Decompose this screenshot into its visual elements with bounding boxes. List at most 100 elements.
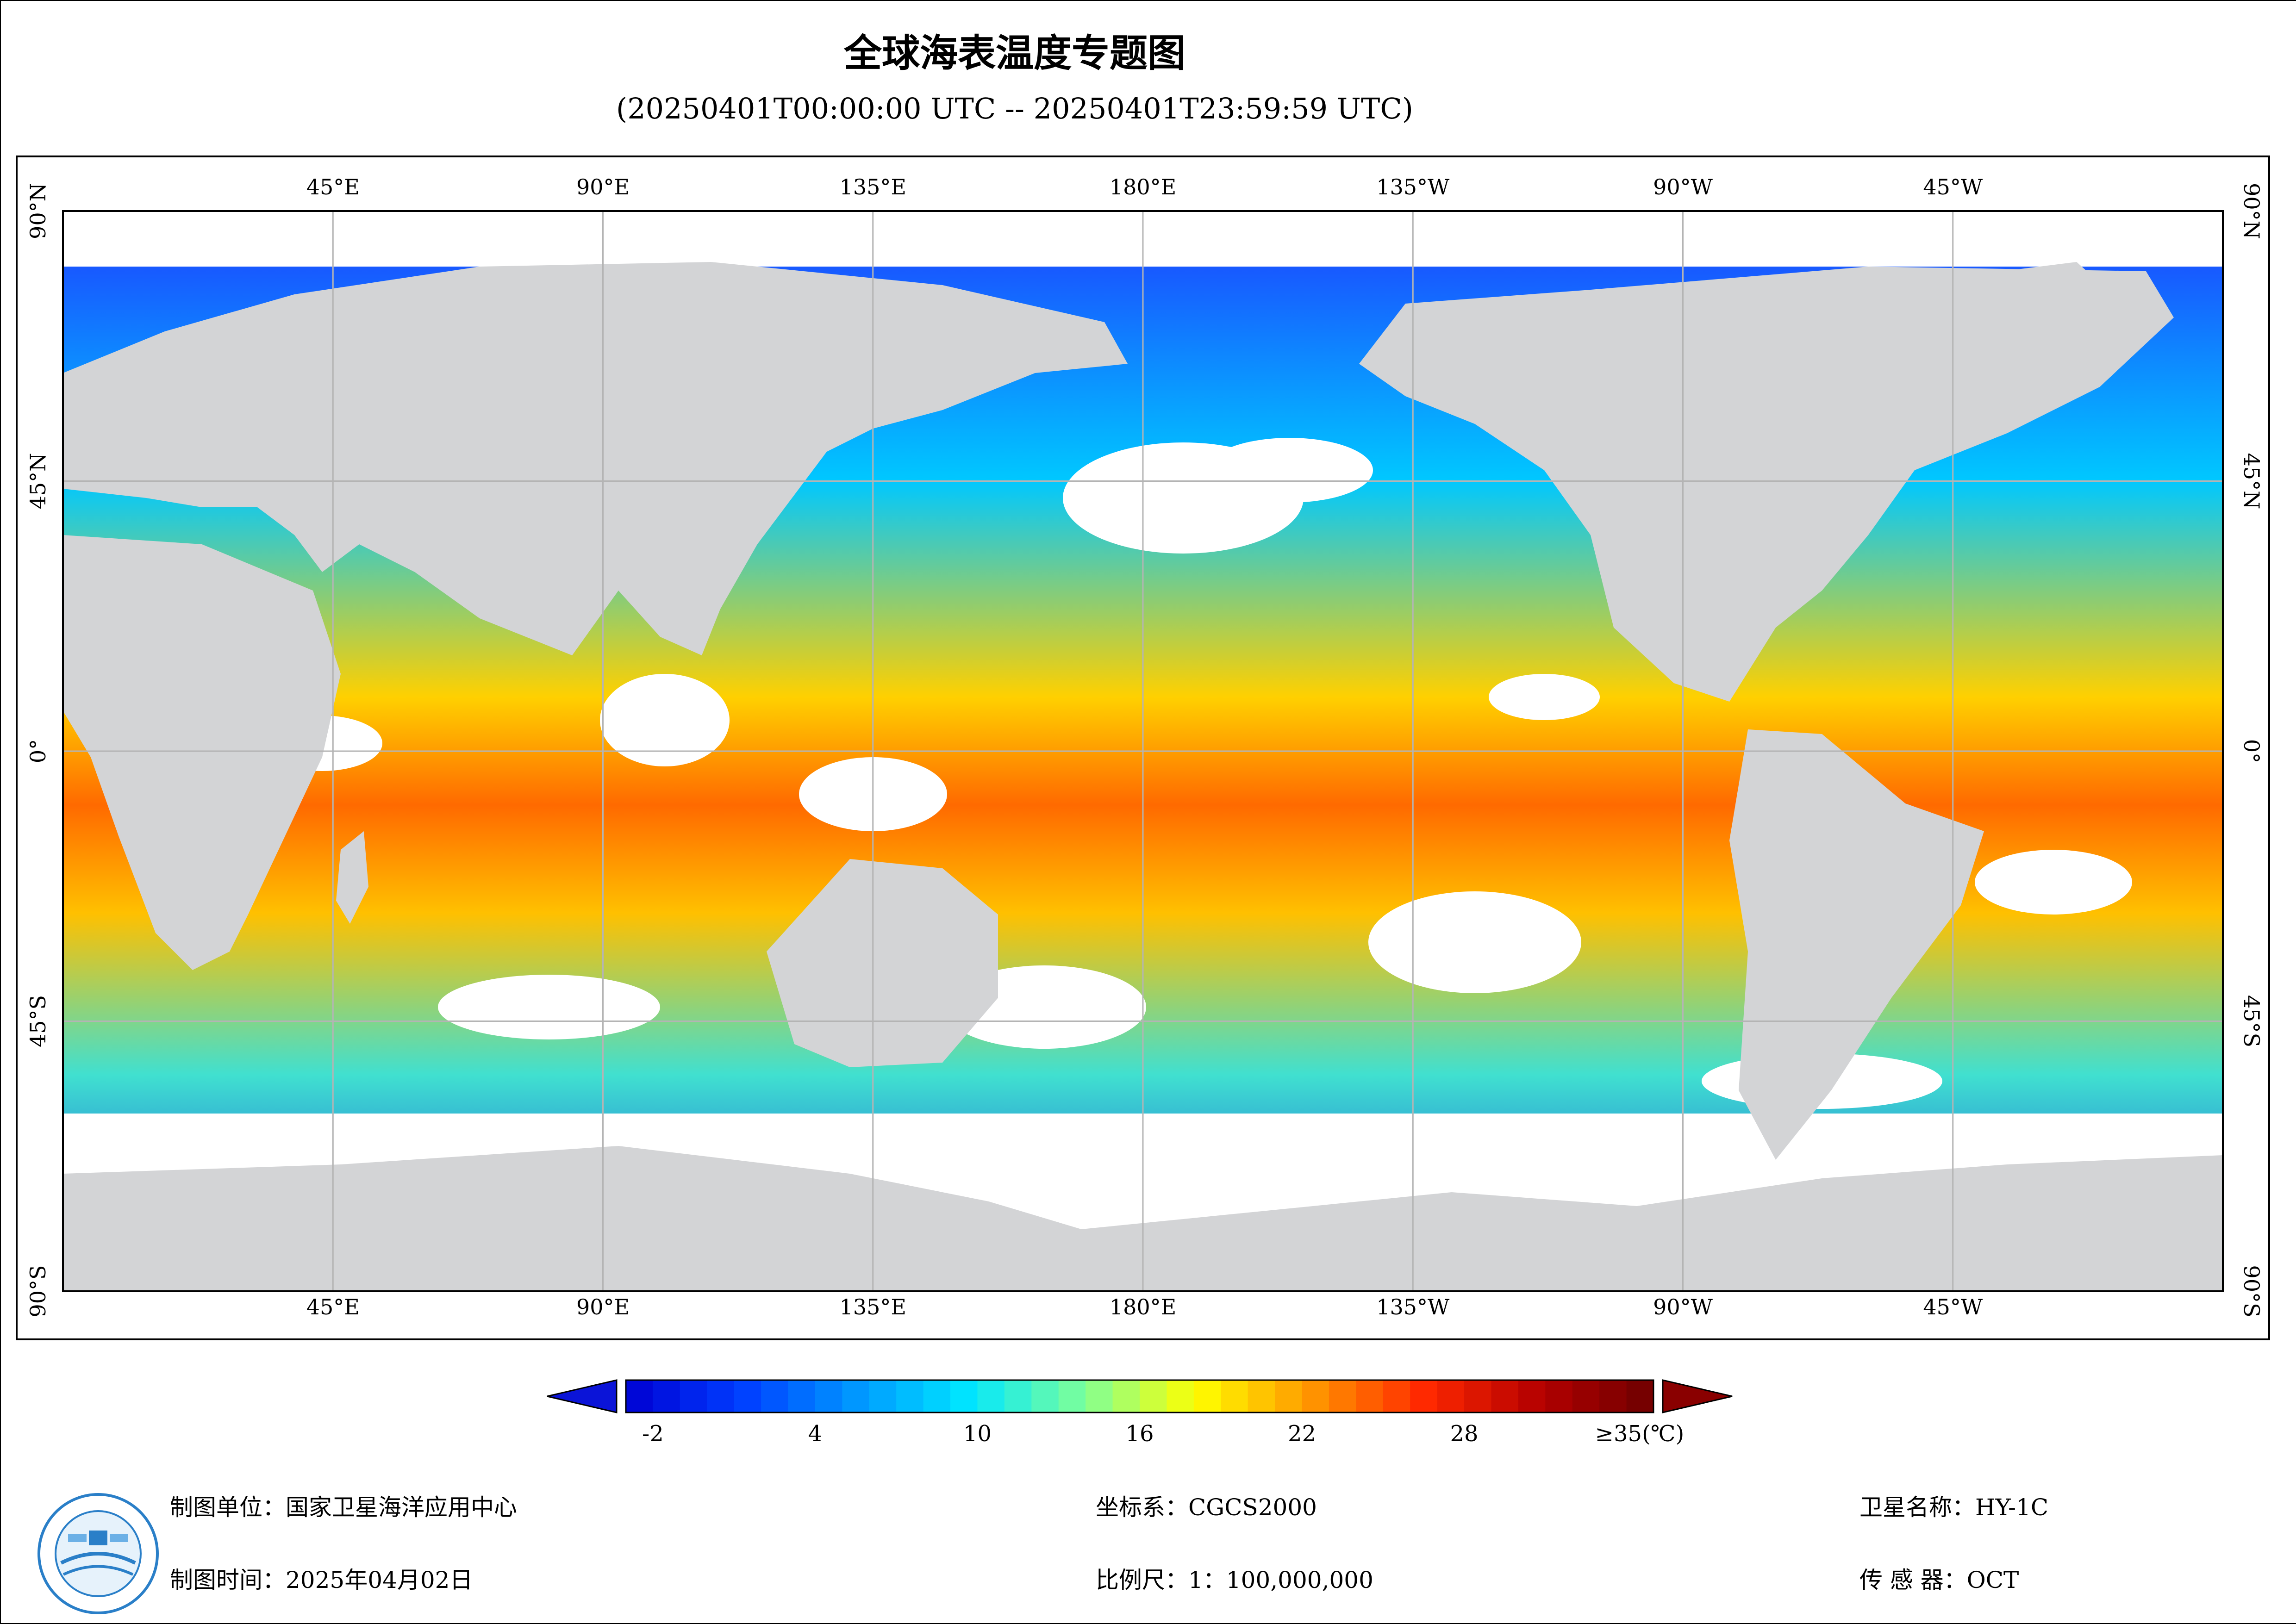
lon-tick-label: 90°E <box>576 1294 630 1319</box>
lat-tick-label: 0° <box>2239 739 2264 763</box>
lon-ticks-bottom: 45°E 90°E 135°E 180°E 135°W 90°W 45°W <box>306 1294 1983 1319</box>
colorbar-svg: -2 4 10 16 22 28 ≥35(℃) <box>547 1379 1733 1447</box>
colorbar-segment <box>1140 1380 1167 1412</box>
land-africa <box>63 535 341 970</box>
map-canvas: 45°E 90°E 135°E 180°E 135°W 90°W 45°W 45°E 90°E… <box>25 174 2264 1319</box>
sensor-value: OCT <box>1966 1567 2019 1593</box>
lon-tick-label: 135°E <box>840 174 906 199</box>
colorbar-under-arrow <box>547 1379 618 1413</box>
lat-tick-label: 45°S <box>25 995 50 1047</box>
lat-tick-label: 45°N <box>25 453 50 510</box>
colorbar-tick-label: 28 <box>1450 1421 1479 1445</box>
map-frame: 45°E 90°E 135°E 180°E 135°W 90°W 45°W 45°E 90°E… <box>16 156 2270 1340</box>
lat-tick-label: 45°N <box>2239 453 2264 510</box>
colorbar-segment <box>1031 1380 1059 1412</box>
lat-tick-label: 90°S <box>2239 1265 2264 1317</box>
lon-tick-label: 45°E <box>306 1294 360 1319</box>
colorbar-segment <box>923 1380 951 1412</box>
colorbar-segment <box>788 1380 816 1412</box>
colorbar-segment <box>1167 1380 1194 1412</box>
colorbar-segment <box>1302 1380 1329 1412</box>
colorbar-segment <box>1058 1380 1086 1412</box>
map-neatline <box>62 210 2224 1292</box>
colorbar-segments <box>547 1379 1733 1413</box>
colorbar-segment <box>1599 1380 1627 1412</box>
lon-tick-label: 135°W <box>1376 1294 1450 1319</box>
colorbar-segment <box>950 1380 978 1412</box>
colorbar-segment <box>1572 1380 1600 1412</box>
lat-tick-label: 90°N <box>25 183 50 239</box>
sensor-line: 传 感 器：OCT <box>1859 1562 2019 1595</box>
colorbar: -2 4 10 16 22 28 ≥35(℃) <box>543 1371 1746 1447</box>
lon-tick-label: 90°W <box>1653 174 1713 199</box>
scale-value: 1：100,000,000 <box>1188 1567 1373 1593</box>
colorbar-segment <box>1086 1380 1113 1412</box>
colorbar-segment <box>1356 1380 1384 1412</box>
scale-line: 比例尺：1：100,000,000 <box>1096 1562 1373 1595</box>
colorbar-segment <box>1193 1380 1221 1412</box>
lon-tick-label: 45°E <box>306 174 360 199</box>
lon-tick-label: 135°E <box>840 1294 906 1319</box>
date-label: 制图时间： <box>170 1567 286 1593</box>
nsoas-logo-icon <box>37 1493 159 1614</box>
colorbar-segment <box>734 1380 761 1412</box>
lat-tick-label: 0° <box>25 739 50 763</box>
lon-tick-label: 180°E <box>1110 174 1176 199</box>
colorbar-segment <box>869 1380 897 1412</box>
lon-ticks-top: 45°E 90°E 135°E 180°E 135°W 90°W 45°W <box>306 174 1983 199</box>
lon-tick-label: 90°W <box>1653 1294 1713 1319</box>
lon-tick-label: 90°E <box>576 174 630 199</box>
colorbar-segment <box>1221 1380 1248 1412</box>
crs-label: 坐标系： <box>1096 1494 1188 1521</box>
time-range-subtitle: (20250401T00:00:00 UTC -- 20250401T23:59… <box>616 92 1413 125</box>
colorbar-segment <box>1248 1380 1275 1412</box>
colorbar-segment <box>977 1380 1005 1412</box>
colorbar-segment <box>707 1380 735 1412</box>
colorbar-segment <box>1383 1380 1410 1412</box>
colorbar-segment <box>680 1380 707 1412</box>
colorbar-tick-label: 10 <box>963 1421 992 1445</box>
satellite-line: 卫星名称：HY-1C <box>1859 1489 2048 1522</box>
lat-tick-label: 90°N <box>2239 183 2264 239</box>
colorbar-frame <box>625 1379 1654 1413</box>
colorbar-segment <box>1626 1380 1654 1412</box>
producer-line: 制图单位：国家卫星海洋应用中心 <box>170 1489 517 1522</box>
colorbar-segment <box>761 1380 789 1412</box>
colorbar-segment <box>1437 1380 1465 1412</box>
land-south-america <box>1729 729 1984 1160</box>
colorbar-segment <box>1518 1380 1546 1412</box>
land-greenland <box>1891 262 2123 415</box>
lon-tick-label: 45°W <box>1923 1294 1983 1319</box>
colorbar-tick-label: -2 <box>642 1421 664 1445</box>
scale-label: 比例尺： <box>1096 1567 1188 1593</box>
land-eurasia <box>63 262 1128 655</box>
colorbar-segment <box>626 1380 653 1412</box>
lon-tick-label: 45°W <box>1923 174 1983 199</box>
colorbar-over-arrow <box>1662 1379 1733 1413</box>
satellite-label: 卫星名称： <box>1859 1494 1975 1521</box>
colorbar-tick-label: 16 <box>1125 1421 1154 1445</box>
colorbar-segment <box>842 1380 870 1412</box>
lat-ticks-right: 90°N 45°N 0° 45°S 90°S <box>2239 183 2264 1317</box>
colorbar-segment <box>1112 1380 1140 1412</box>
colorbar-segment <box>1491 1380 1519 1412</box>
colorbar-tick-labels: -2 4 10 16 22 28 ≥35(℃) <box>642 1421 1684 1447</box>
date-line: 制图时间：2025年04月02日 <box>170 1562 473 1595</box>
producer-value: 国家卫星海洋应用中心 <box>286 1494 517 1521</box>
producer-label: 制图单位： <box>170 1494 286 1521</box>
lat-ticks-left: 90°N 45°N 0° 45°S 90°S <box>25 183 50 1317</box>
land-australia <box>767 859 998 1067</box>
colorbar-segment <box>1275 1380 1303 1412</box>
graticule <box>63 211 2223 1291</box>
colorbar-segment <box>1410 1380 1438 1412</box>
sensor-label: 传 感 器： <box>1859 1567 1967 1593</box>
lat-tick-label: 45°S <box>2239 995 2264 1047</box>
crs-value: CGCS2000 <box>1188 1494 1317 1521</box>
colorbar-segment <box>896 1380 924 1412</box>
colorbar-tick-label: 22 <box>1288 1421 1316 1445</box>
date-value: 2025年04月02日 <box>286 1567 473 1593</box>
map-title: 全球海表温度专题图 <box>843 31 1185 75</box>
colorbar-tick-label: ≥35(℃) <box>1595 1421 1684 1445</box>
land-madagascar <box>336 831 368 924</box>
